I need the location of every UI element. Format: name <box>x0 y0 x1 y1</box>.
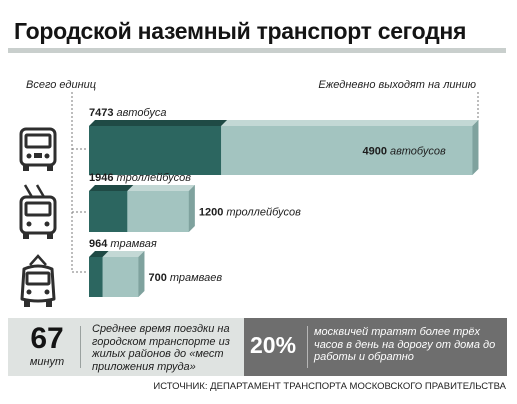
legend-daily-label: Ежедневно выходят на линию <box>318 79 476 91</box>
daily-bar-top-0 <box>221 120 479 126</box>
daily-bar-1 <box>127 191 189 232</box>
title-underline <box>8 48 506 53</box>
total-label-1: 1946 троллейбусов <box>89 172 191 184</box>
bus-icon <box>19 127 57 171</box>
avg-trip-description: Среднее время поездки на городском транс… <box>92 323 230 373</box>
avg-trip-unit: минут <box>29 356 65 368</box>
transport-bar-chart: 7473 автобуса 4900 автобусов 1946 троллейб… <box>71 92 479 297</box>
daily-label-1: 1200 троллейбусов <box>199 207 301 219</box>
daily-bar-top-2 <box>102 251 145 257</box>
daily-bar-2 <box>102 257 139 297</box>
source-note: Источник: департамент транспорта московс… <box>153 381 506 392</box>
daily-label-2: 700 трамваев <box>148 272 222 284</box>
tram-icon <box>20 254 56 307</box>
commute-share-description: москвичей тратят более трёх часов в день… <box>314 326 496 363</box>
daily-bar-side-0 <box>472 120 479 175</box>
total-label-0: 7473 автобуса <box>89 107 167 119</box>
avg-trip-divider <box>80 326 81 368</box>
commute-share-panel <box>244 318 507 376</box>
commute-share-divider <box>307 326 308 368</box>
total-label-2: 964 трамвая <box>89 238 157 250</box>
avg-trip-value: 67 <box>30 322 64 355</box>
legend-total-label: Всего единиц <box>26 79 97 91</box>
daily-bar-top-1 <box>127 185 195 191</box>
daily-bar-0 <box>221 126 473 175</box>
legend-total-connector <box>71 92 86 273</box>
trolleybus-icon <box>19 184 57 239</box>
daily-label-0: 4900 автобусов <box>362 146 445 158</box>
commute-share-value: 20% <box>250 332 297 358</box>
avg-trip-panel <box>8 318 248 376</box>
daily-bar-side-1 <box>188 185 195 232</box>
daily-bar-side-2 <box>138 251 145 297</box>
chart-title: Городской наземный транспорт сегодня <box>14 18 467 44</box>
